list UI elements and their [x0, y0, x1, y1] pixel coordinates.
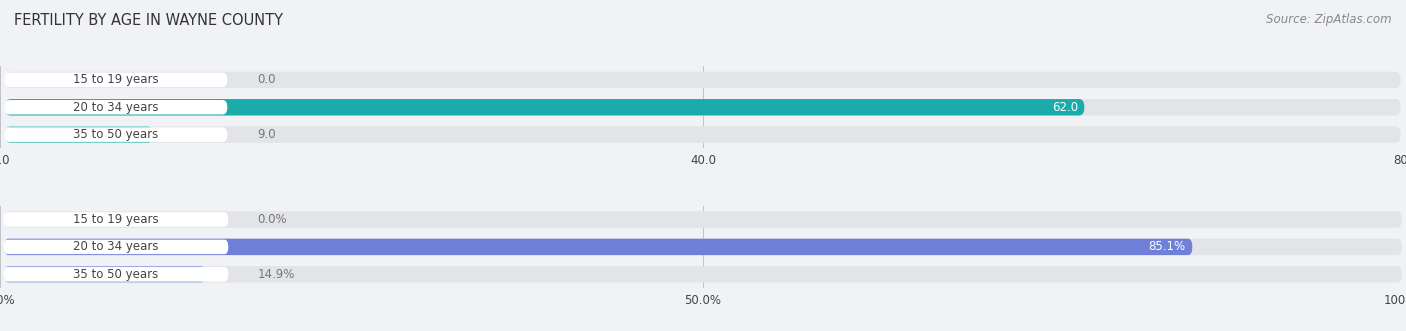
Text: FERTILITY BY AGE IN WAYNE COUNTY: FERTILITY BY AGE IN WAYNE COUNTY [14, 13, 283, 28]
FancyBboxPatch shape [4, 240, 228, 254]
Text: 15 to 19 years: 15 to 19 years [73, 213, 159, 226]
Text: 62.0: 62.0 [1052, 101, 1078, 114]
Text: Source: ZipAtlas.com: Source: ZipAtlas.com [1267, 13, 1392, 26]
Text: 20 to 34 years: 20 to 34 years [73, 101, 159, 114]
Text: 14.9%: 14.9% [257, 268, 295, 281]
FancyBboxPatch shape [6, 126, 1400, 143]
FancyBboxPatch shape [6, 99, 1400, 116]
Text: 85.1%: 85.1% [1149, 240, 1185, 254]
Text: 35 to 50 years: 35 to 50 years [73, 268, 159, 281]
FancyBboxPatch shape [4, 127, 228, 142]
FancyBboxPatch shape [4, 212, 228, 227]
FancyBboxPatch shape [4, 266, 205, 282]
FancyBboxPatch shape [4, 73, 228, 87]
FancyBboxPatch shape [4, 267, 228, 281]
Text: 15 to 19 years: 15 to 19 years [73, 73, 159, 86]
FancyBboxPatch shape [4, 239, 1192, 255]
FancyBboxPatch shape [4, 100, 228, 115]
Text: 35 to 50 years: 35 to 50 years [73, 128, 159, 141]
FancyBboxPatch shape [4, 211, 1402, 228]
FancyBboxPatch shape [4, 239, 1402, 255]
Text: 0.0: 0.0 [257, 73, 276, 86]
FancyBboxPatch shape [6, 72, 1400, 88]
FancyBboxPatch shape [6, 126, 153, 143]
Text: 0.0%: 0.0% [257, 213, 287, 226]
Text: 9.0: 9.0 [257, 128, 276, 141]
FancyBboxPatch shape [4, 266, 1402, 282]
FancyBboxPatch shape [6, 99, 1084, 116]
Text: 20 to 34 years: 20 to 34 years [73, 240, 159, 254]
